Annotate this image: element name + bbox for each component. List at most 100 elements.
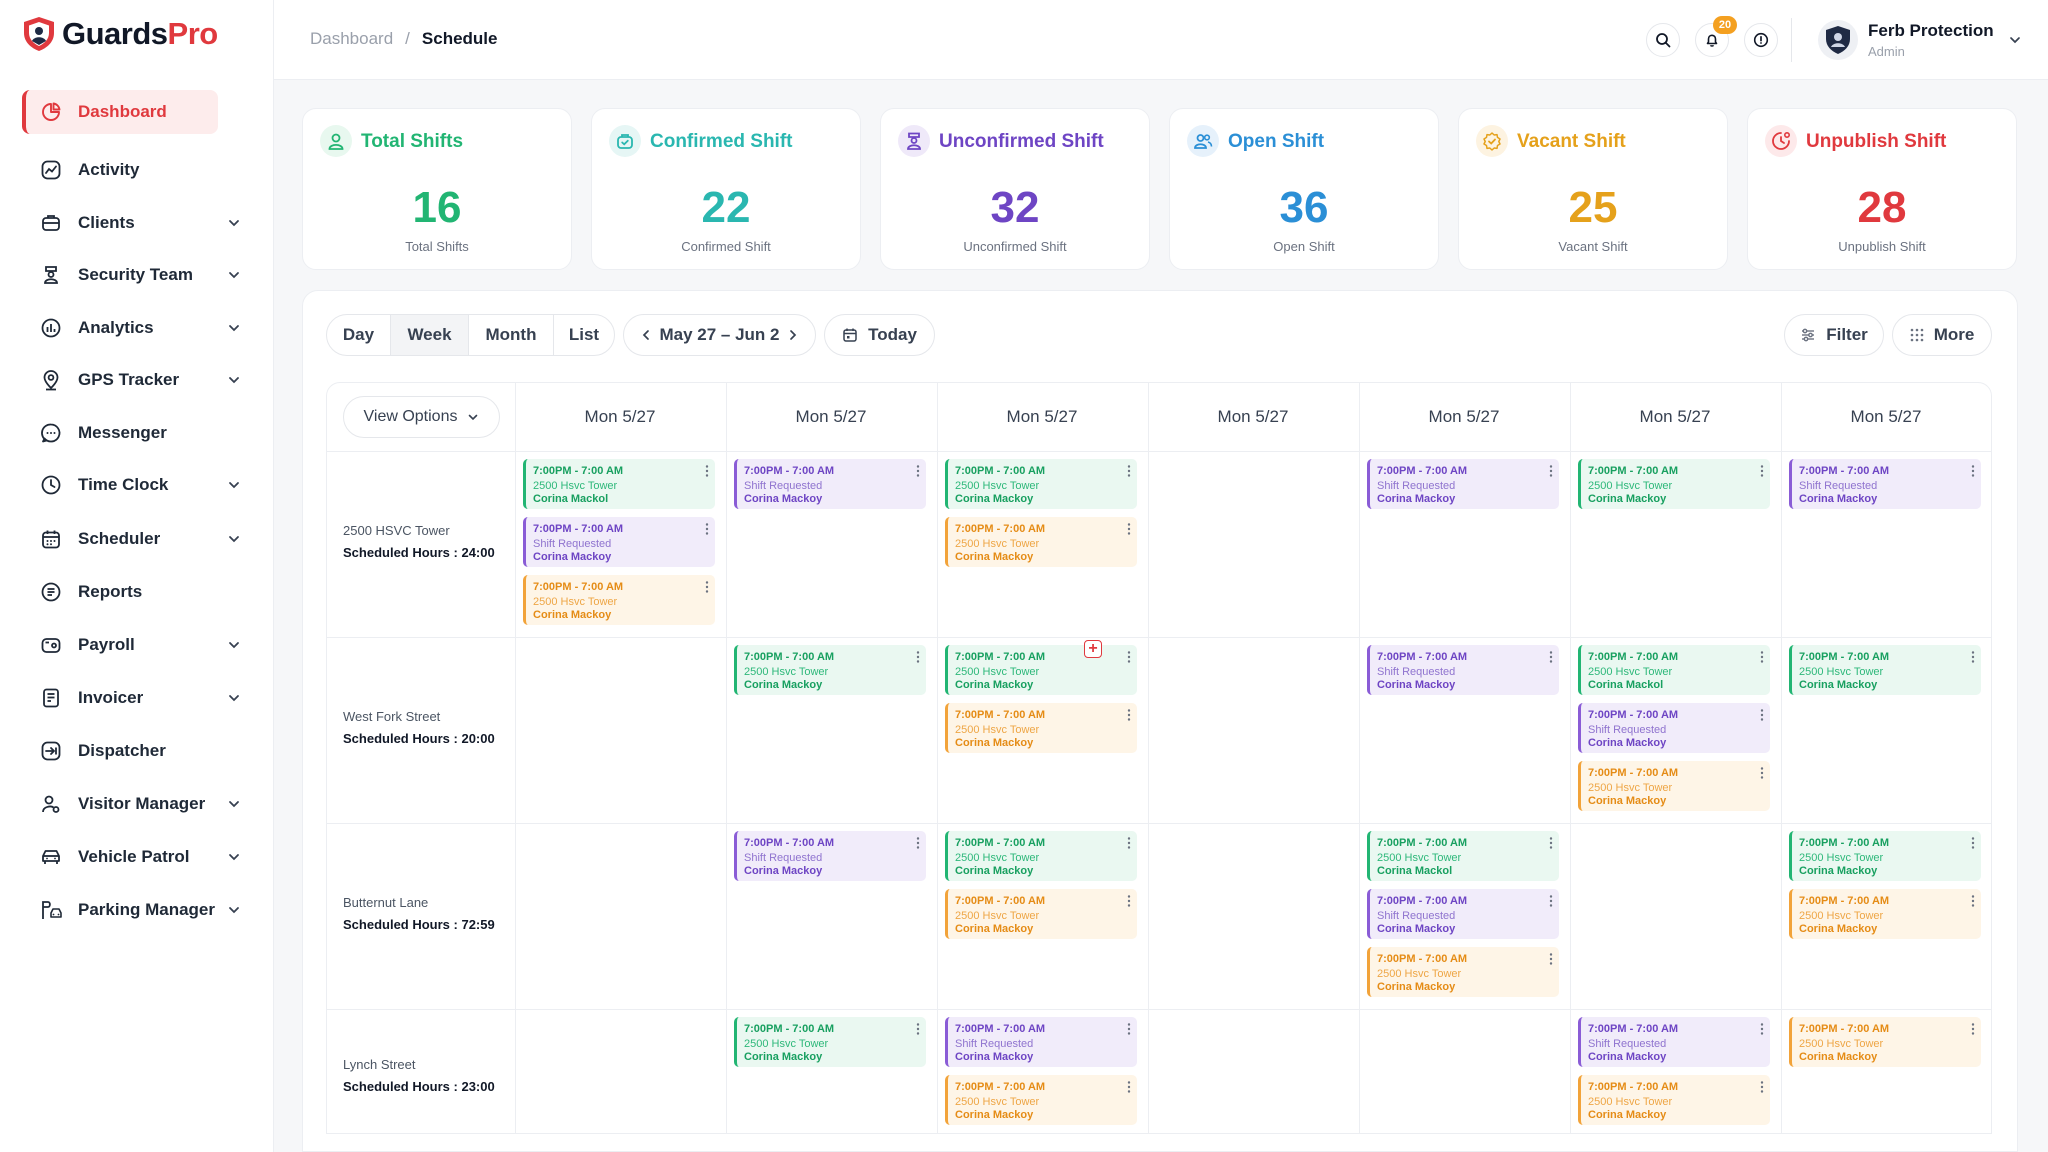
chevron-left-icon[interactable] [640,329,652,341]
shift-card[interactable]: 7:00PM - 7:00 AM Shift Requested Corina Ma… [1367,889,1559,939]
more-vertical-icon[interactable] [1971,465,1975,477]
sidebar-item-vehicle-patrol[interactable]: Vehicle Patrol [22,835,251,879]
more-vertical-icon[interactable] [1127,1081,1131,1093]
search-button[interactable] [1646,23,1680,57]
more-vertical-icon[interactable] [1127,651,1131,663]
view-options-dropdown[interactable]: View Options [343,396,500,438]
stat-card-total-shifts[interactable]: Total Shifts 16 Total Shifts [302,108,572,270]
shift-card[interactable]: 7:00PM - 7:00 AM 2500 Hsvc Tower Corina Ma… [945,645,1137,695]
shift-card[interactable]: 7:00PM - 7:00 AM 2500 Hsvc Tower Corina Ma… [1578,761,1770,811]
sidebar-item-scheduler[interactable]: Scheduler [22,517,251,561]
chevron-down-icon[interactable] [227,268,241,282]
more-vertical-icon[interactable] [916,465,920,477]
more-vertical-icon[interactable] [1760,1081,1764,1093]
chevron-down-icon[interactable] [227,373,241,387]
day-header[interactable]: Mon 5/27 [795,407,867,426]
sidebar-item-analytics[interactable]: Analytics [22,306,251,350]
more-vertical-icon[interactable] [1127,1023,1131,1035]
today-button[interactable]: Today [824,314,935,356]
shift-card[interactable]: 7:00PM - 7:00 AM 2500 Hsvc Tower Corina Ma… [1578,459,1770,509]
more-vertical-icon[interactable] [1760,709,1764,721]
shift-card[interactable]: 7:00PM - 7:00 AM 2500 Hsvc Tower Corina Ma… [523,575,715,625]
logo[interactable]: GuardsPro [22,16,218,52]
shift-card[interactable]: 7:00PM - 7:00 AM 2500 Hsvc Tower Corina Ma… [1367,947,1559,997]
shift-card[interactable]: 7:00PM - 7:00 AM 2500 Hsvc Tower Corina Ma… [1789,645,1981,695]
user-name[interactable]: Ferb Protection [1868,21,1994,40]
sidebar-item-invoicer[interactable]: Invoicer [22,676,251,720]
day-header[interactable]: Mon 5/27 [1006,407,1078,426]
chevron-down-icon[interactable] [227,216,241,230]
sidebar-item-time-clock[interactable]: Time Clock [22,463,251,507]
more-vertical-icon[interactable] [1127,465,1131,477]
chevron-down-icon[interactable] [227,850,241,864]
chevron-down-icon[interactable] [227,478,241,492]
sidebar-item-payroll[interactable]: Payroll [22,623,251,667]
more-vertical-icon[interactable] [1760,767,1764,779]
more-vertical-icon[interactable] [1971,651,1975,663]
view-list-button[interactable]: List [553,314,615,356]
filter-button[interactable]: Filter [1784,314,1884,356]
stat-card-vacant-shift[interactable]: Vacant Shift 25 Vacant Shift [1458,108,1728,270]
shift-card[interactable]: 7:00PM - 7:00 AM 2500 Hsvc Tower Corina Ma… [945,889,1137,939]
shift-card[interactable]: 7:00PM - 7:00 AM 2500 Hsvc Tower Corina Ma… [945,1075,1137,1125]
stat-card-confirmed-shift[interactable]: Confirmed Shift 22 Confirmed Shift [591,108,861,270]
shift-card[interactable]: 7:00PM - 7:00 AM Shift Requested Corina Ma… [523,517,715,567]
more-vertical-icon[interactable] [916,1023,920,1035]
more-vertical-icon[interactable] [916,651,920,663]
chevron-down-icon[interactable] [227,321,241,335]
day-header[interactable]: Mon 5/27 [1428,407,1500,426]
shift-card[interactable]: 7:00PM - 7:00 AM Shift Requested Corina Ma… [1578,703,1770,753]
sidebar-item-security-team[interactable]: Security Team [22,253,251,297]
sidebar-item-reports[interactable]: Reports [22,570,251,614]
shift-card[interactable]: 7:00PM - 7:00 AM 2500 Hsvc Tower Corina Ma… [945,703,1137,753]
date-range-picker[interactable]: May 27 – Jun 2 [623,314,816,356]
sidebar-item-clients[interactable]: Clients [22,201,251,245]
stat-card-open-shift[interactable]: Open Shift 36 Open Shift [1169,108,1439,270]
shift-card[interactable]: 7:00PM - 7:00 AM Shift Requested Corina Ma… [1789,459,1981,509]
chevron-down-icon[interactable] [227,638,241,652]
sidebar-item-visitor-manager[interactable]: Visitor Manager [22,782,251,826]
more-vertical-icon[interactable] [1549,837,1553,849]
more-vertical-icon[interactable] [1971,895,1975,907]
shift-card[interactable]: 7:00PM - 7:00 AM 2500 Hsvc Tower Corina Ma… [945,517,1137,567]
more-vertical-icon[interactable] [705,465,709,477]
shift-card[interactable]: 7:00PM - 7:00 AM 2500 Hsvc Tower Corina Ma… [1578,645,1770,695]
stat-card-unpublish-shift[interactable]: Unpublish Shift 28 Unpublish Shift [1747,108,2017,270]
shift-card[interactable]: 7:00PM - 7:00 AM 2500 Hsvc Tower Corina Ma… [945,459,1137,509]
chevron-down-icon[interactable] [227,691,241,705]
more-vertical-icon[interactable] [916,837,920,849]
stat-card-unconfirmed-shift[interactable]: Unconfirmed Shift 32 Unconfirmed Shift [880,108,1150,270]
shift-card[interactable]: 7:00PM - 7:00 AM Shift Requested Corina Ma… [1367,645,1559,695]
view-day-button[interactable]: Day [326,314,391,356]
day-header[interactable]: Mon 5/27 [1639,407,1711,426]
sidebar-item-parking-manager[interactable]: Parking Manager [22,888,251,932]
view-week-button[interactable]: Week [390,314,469,356]
more-vertical-icon[interactable] [1127,709,1131,721]
chevron-down-icon[interactable] [227,797,241,811]
more-vertical-icon[interactable] [1127,837,1131,849]
more-vertical-icon[interactable] [1760,1023,1764,1035]
more-vertical-icon[interactable] [1971,837,1975,849]
more-vertical-icon[interactable] [1760,465,1764,477]
more-vertical-icon[interactable] [1549,895,1553,907]
chevron-down-icon[interactable] [227,903,241,917]
shift-card[interactable]: 7:00PM - 7:00 AM 2500 Hsvc Tower Corina Ma… [1789,889,1981,939]
day-header[interactable]: Mon 5/27 [1217,407,1289,426]
shift-card[interactable]: 7:00PM - 7:00 AM Shift Requested Corina Ma… [1578,1017,1770,1067]
more-vertical-icon[interactable] [1549,651,1553,663]
shift-card[interactable]: 7:00PM - 7:00 AM Shift Requested Corina Ma… [734,831,926,881]
chevron-right-icon[interactable] [787,329,799,341]
shift-card[interactable]: 7:00PM - 7:00 AM 2500 Hsvc Tower Corina Ma… [945,831,1137,881]
chevron-down-icon[interactable] [2008,33,2022,47]
sidebar-item-messenger[interactable]: Messenger [22,411,251,455]
shift-card[interactable]: 7:00PM - 7:00 AM 2500 Hsvc Tower Corina Ma… [523,459,715,509]
day-header[interactable]: Mon 5/27 [1850,407,1922,426]
shift-card[interactable]: 7:00PM - 7:00 AM Shift Requested Corina Ma… [945,1017,1137,1067]
shift-card[interactable]: 7:00PM - 7:00 AM 2500 Hsvc Tower Corina Ma… [1367,831,1559,881]
breadcrumb-dashboard[interactable]: Dashboard [310,29,394,48]
sidebar-item-activity[interactable]: Activity [22,148,251,192]
notifications-button[interactable] [1695,23,1729,57]
view-month-button[interactable]: Month [468,314,554,356]
shift-card[interactable]: 7:00PM - 7:00 AM 2500 Hsvc Tower Corina Ma… [734,645,926,695]
more-vertical-icon[interactable] [1549,465,1553,477]
